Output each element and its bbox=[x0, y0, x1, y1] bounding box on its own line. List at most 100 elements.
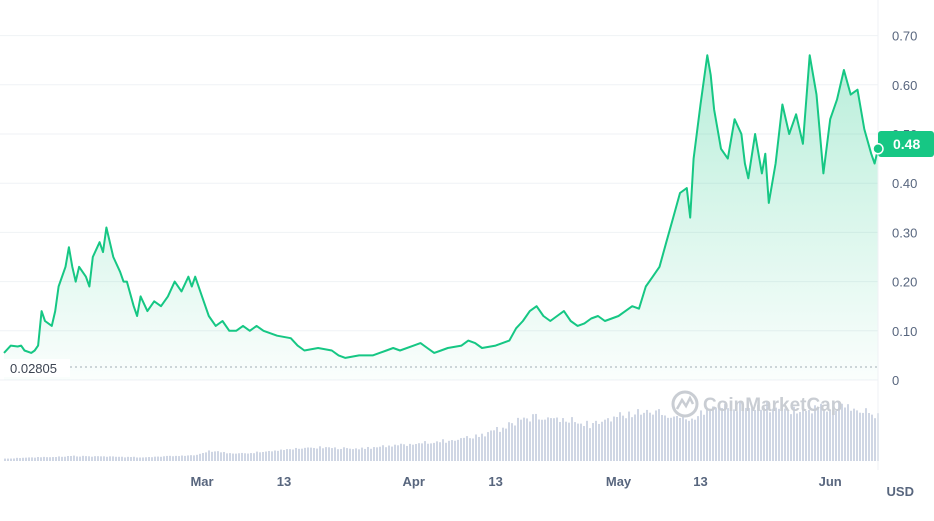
volume-bar bbox=[859, 412, 861, 461]
volume-bar bbox=[622, 415, 624, 461]
volume-bar bbox=[445, 442, 447, 461]
volume-bar bbox=[826, 411, 828, 461]
volume-bar bbox=[25, 457, 27, 461]
volume-bar bbox=[532, 414, 534, 461]
volume-bar bbox=[223, 451, 225, 461]
volume-bar bbox=[712, 406, 714, 461]
volume-bar bbox=[262, 452, 264, 461]
x-tick-label: May bbox=[606, 474, 632, 489]
volume-bar bbox=[559, 421, 561, 461]
volume-bar bbox=[97, 456, 99, 461]
volume-bar bbox=[382, 445, 384, 461]
volume-bar bbox=[742, 404, 744, 461]
y-axis-ticks: 00.100.200.300.400.500.600.70 bbox=[892, 29, 917, 388]
volume-bar bbox=[463, 437, 465, 461]
volume-bar bbox=[553, 418, 555, 461]
volume-bar bbox=[427, 443, 429, 461]
volume-bar bbox=[625, 418, 627, 461]
volume-bar bbox=[118, 456, 120, 461]
x-tick-label: 13 bbox=[488, 474, 502, 489]
y-tick-label: 0.10 bbox=[892, 324, 917, 339]
volume-bar bbox=[355, 448, 357, 461]
volume-bar bbox=[499, 431, 501, 461]
volume-bar bbox=[124, 457, 126, 461]
volume-bar bbox=[397, 445, 399, 461]
y-tick-label: 0 bbox=[892, 373, 899, 388]
volume-bar bbox=[562, 418, 564, 461]
volume-bar bbox=[379, 446, 381, 461]
volume-bar bbox=[55, 456, 57, 461]
volume-bar bbox=[211, 451, 213, 461]
volume-bar bbox=[505, 428, 507, 461]
volume-bar bbox=[439, 442, 441, 461]
volume-bar bbox=[184, 455, 186, 461]
volume-bar bbox=[511, 423, 513, 461]
volume-bar bbox=[697, 416, 699, 461]
volume-bar bbox=[289, 449, 291, 461]
volume-bar bbox=[607, 418, 609, 461]
x-tick-label: 13 bbox=[693, 474, 707, 489]
volume-bar bbox=[253, 453, 255, 461]
volume-bar bbox=[7, 458, 9, 461]
volume-bar bbox=[181, 455, 183, 461]
volume-bar bbox=[691, 418, 693, 461]
volume-bar bbox=[853, 408, 855, 461]
volume-bar bbox=[79, 456, 81, 461]
volume-bar bbox=[577, 423, 579, 461]
volume-bar bbox=[832, 410, 834, 461]
volume-bar bbox=[604, 419, 606, 461]
volume-bar bbox=[268, 450, 270, 461]
volume-bar bbox=[646, 409, 648, 461]
volume-bar bbox=[478, 436, 480, 461]
volume-bar bbox=[595, 420, 597, 461]
volume-bar bbox=[58, 456, 60, 461]
volume-bar bbox=[154, 456, 156, 461]
volume-bar bbox=[718, 403, 720, 461]
volume-bar bbox=[685, 419, 687, 461]
volume-bar bbox=[130, 457, 132, 461]
price-line bbox=[3, 54, 879, 359]
volume-bar bbox=[529, 421, 531, 461]
volume-bar bbox=[52, 457, 54, 461]
volume-bar bbox=[775, 407, 777, 461]
volume-bar bbox=[325, 447, 327, 461]
volume-bar bbox=[679, 417, 681, 461]
volume-bar bbox=[406, 445, 408, 461]
volume-bar bbox=[343, 447, 345, 461]
volume-bar bbox=[109, 456, 111, 461]
volume-bar bbox=[418, 443, 420, 461]
volume-bar bbox=[793, 406, 795, 461]
volume-bar bbox=[823, 409, 825, 461]
volume-bar bbox=[106, 456, 108, 461]
volume-bar bbox=[727, 408, 729, 461]
volume-bar bbox=[466, 436, 468, 461]
volume-bar bbox=[769, 412, 771, 461]
volume-bar bbox=[67, 455, 69, 461]
volume-bar bbox=[844, 407, 846, 461]
volume-bar bbox=[49, 457, 51, 461]
current-price-dot[interactable] bbox=[872, 143, 884, 155]
volume-bar bbox=[178, 456, 180, 461]
volume-bar bbox=[172, 456, 174, 461]
volume-bar bbox=[442, 439, 444, 461]
volume-bar bbox=[196, 454, 198, 461]
volume-bar bbox=[34, 457, 36, 461]
volume-bar bbox=[658, 409, 660, 461]
volume-bar bbox=[496, 427, 498, 461]
volume-bar bbox=[661, 414, 663, 461]
volume-bar bbox=[490, 430, 492, 461]
volume-bar bbox=[370, 448, 372, 461]
volume-bar bbox=[244, 453, 246, 461]
volume-bar bbox=[385, 447, 387, 461]
volume-bar bbox=[700, 410, 702, 461]
volume-bar bbox=[187, 455, 189, 461]
volume-bar bbox=[103, 456, 105, 461]
volume-bar bbox=[136, 457, 138, 461]
volume-bar bbox=[682, 416, 684, 461]
x-tick-label: Mar bbox=[190, 474, 213, 489]
volume-bar bbox=[271, 451, 273, 461]
price-area bbox=[4, 55, 878, 381]
volume-bar bbox=[367, 446, 369, 461]
volume-bar bbox=[760, 409, 762, 461]
